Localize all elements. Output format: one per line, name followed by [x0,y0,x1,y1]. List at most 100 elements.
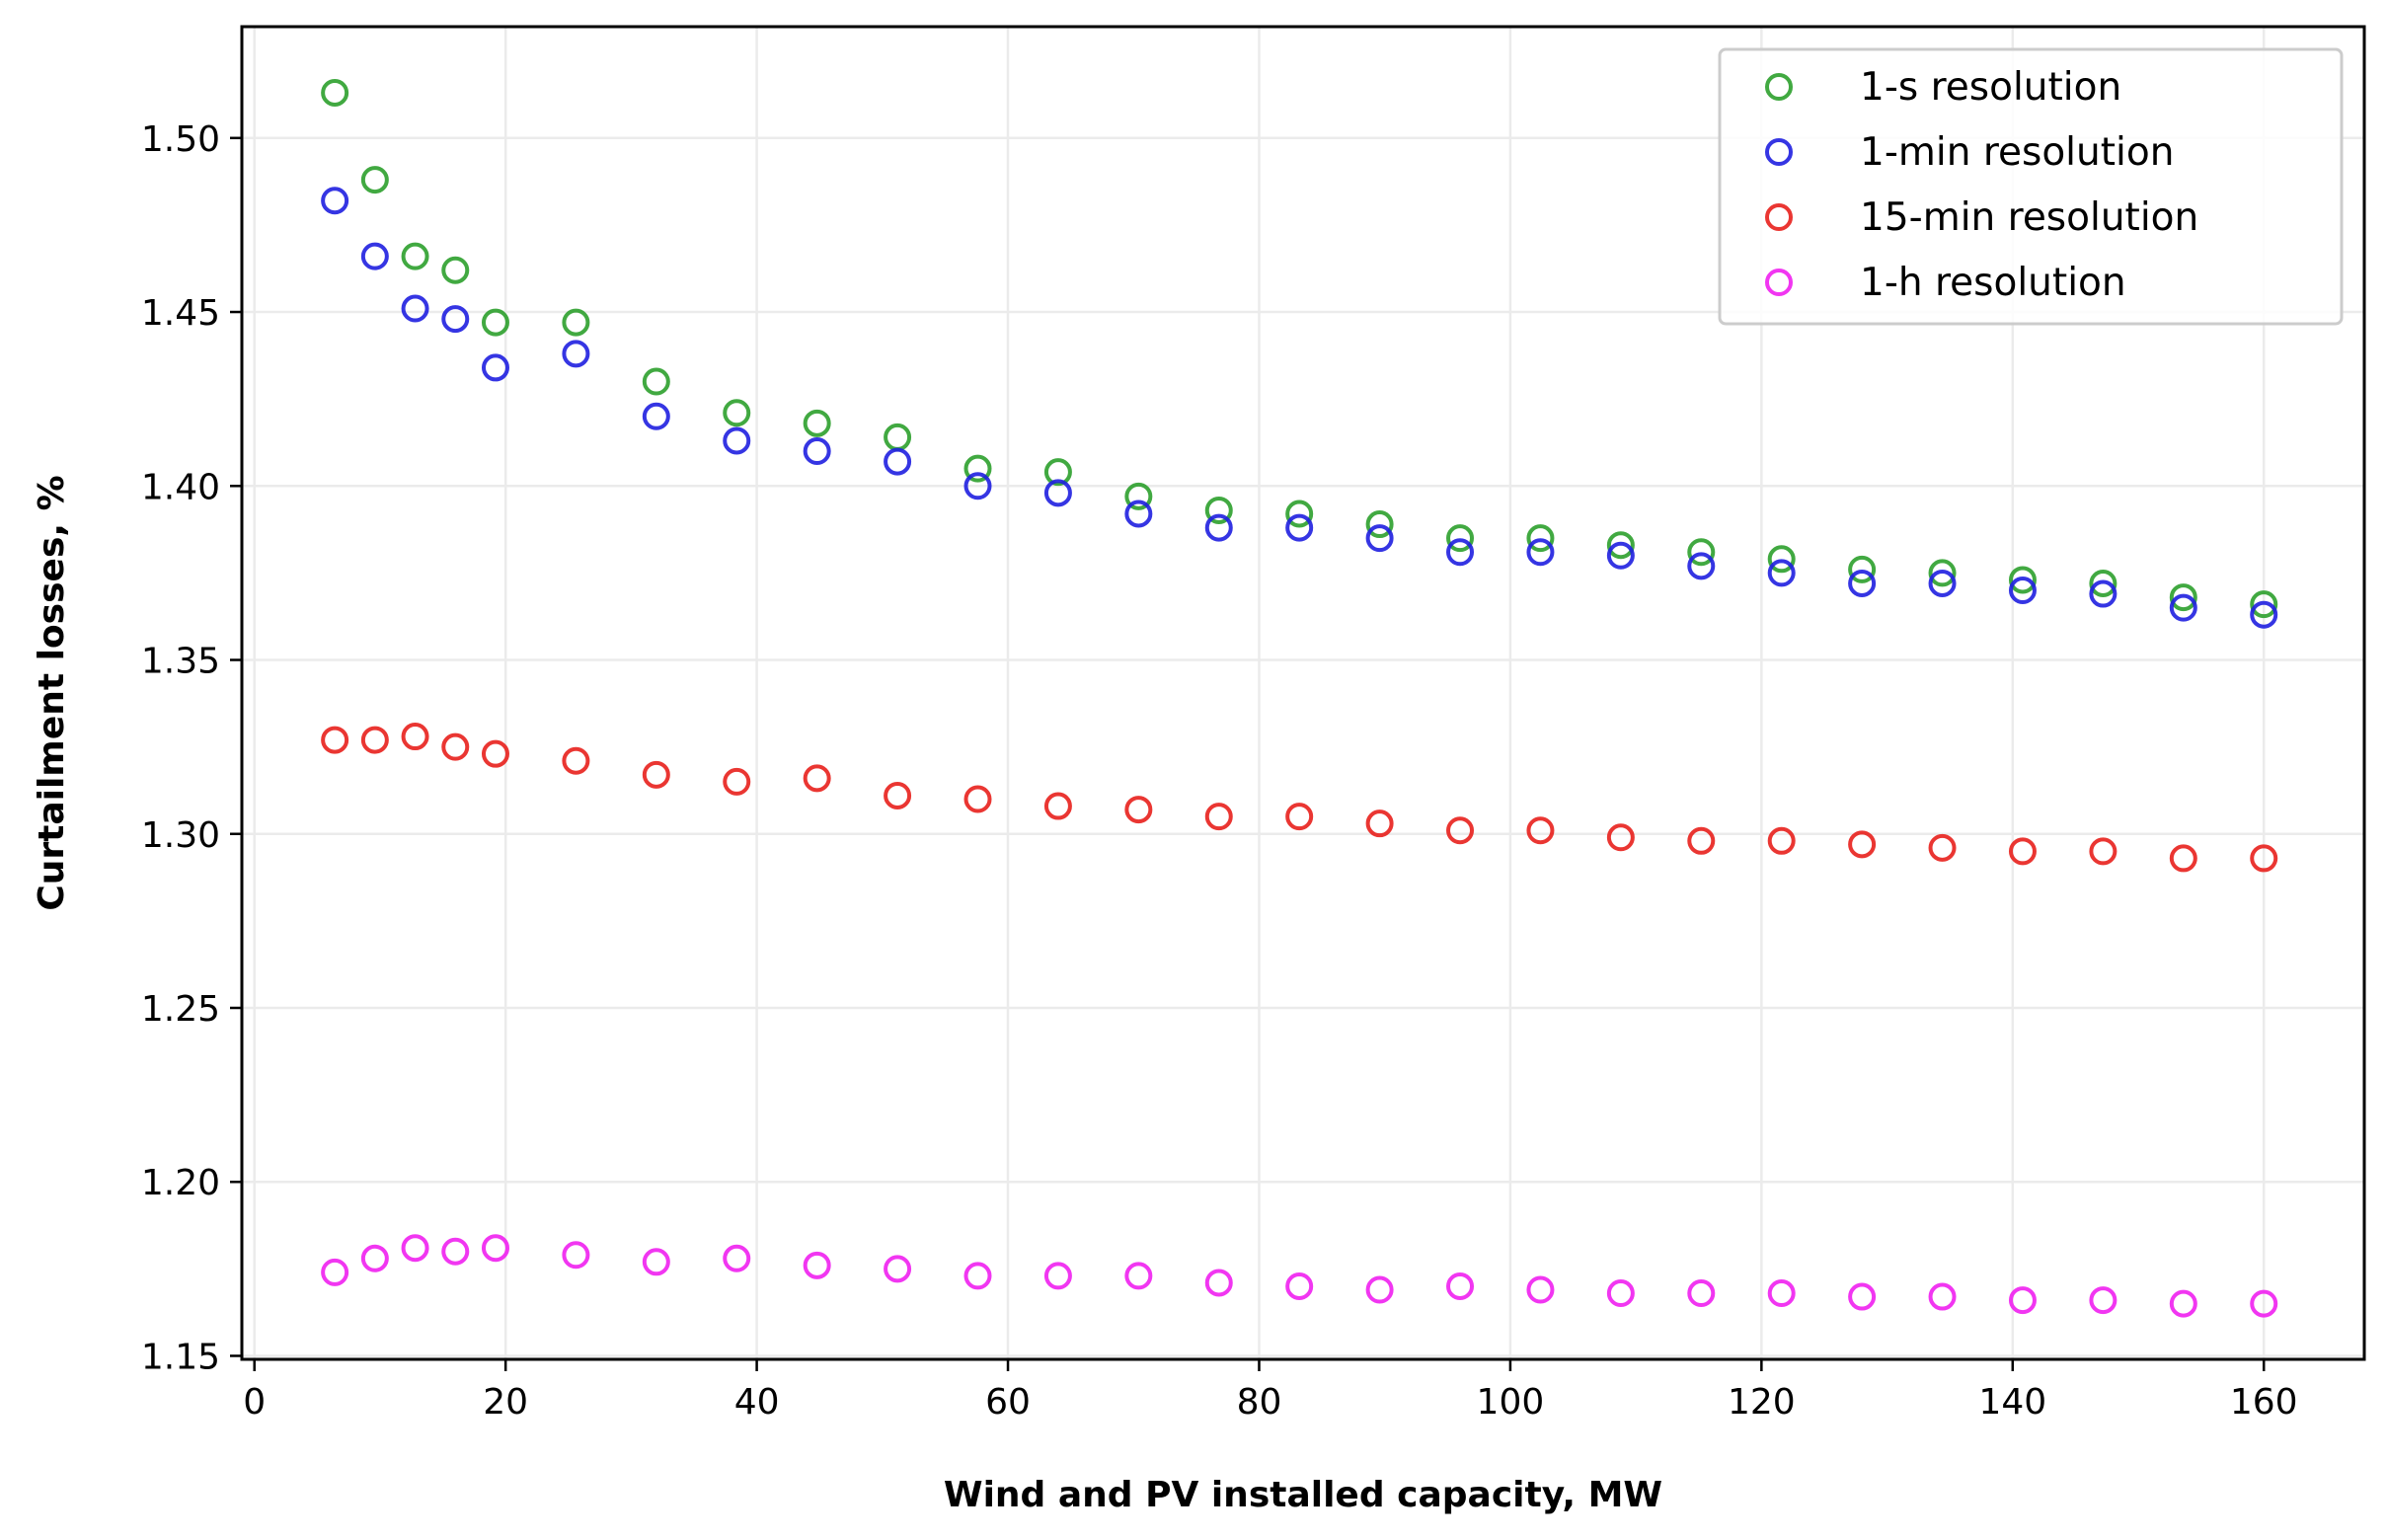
data-point [481,353,509,382]
data-point [1043,1262,1072,1290]
y-tick-label: 1.35 [141,642,220,682]
x-tick-label: 100 [1477,1382,1545,1423]
y-tick-label: 1.40 [141,467,220,507]
data-point [1526,524,1555,553]
data-point [1928,1282,1957,1311]
data-point [1204,1269,1233,1297]
x-tick-label: 20 [483,1382,528,1423]
data-point [1285,803,1314,831]
legend-label: 1-h resolution [1860,261,2126,305]
data-point [360,166,389,194]
data-point [2008,566,2037,594]
legend-marker [1765,138,1793,166]
data-point [1043,458,1072,487]
y-axis-ticks: 1.15 1.20 1.25 1.30 1.35 1.40 1.45 1.50 [141,119,242,1377]
data-point [2169,1289,2197,1318]
data-point [1446,538,1475,567]
data-point [1687,826,1716,855]
data-point [642,402,670,430]
series-1-s-resolution [321,78,2278,619]
x-tick-label: 80 [1237,1382,1282,1423]
data-point [1767,826,1796,855]
data-point [803,764,831,793]
series-1-h-resolution [321,1234,2278,1318]
data-point [963,472,992,500]
data-point [1606,531,1635,560]
data-point [2089,1286,2118,1315]
data-point [562,1241,590,1270]
data-point [441,1237,470,1266]
data-point [2250,1289,2278,1318]
data-point [1124,482,1153,510]
data-point [884,447,912,476]
data-point [1687,538,1716,567]
data-point [1204,803,1233,831]
data-point [321,726,349,754]
data-point [723,1244,751,1272]
data-point [1928,569,1957,597]
data-point [1526,1275,1555,1304]
series-1-min-resolution [321,187,2278,629]
data-point [562,308,590,337]
data-point [2008,837,2037,866]
data-point [2089,579,2118,608]
data-point [481,739,509,768]
data-point [1767,559,1796,587]
data-point [360,242,389,270]
data-point [1767,1279,1796,1308]
data-point [1365,510,1394,539]
series-15-min-resolution [321,723,2278,873]
data-point [884,781,912,809]
data-point [360,726,389,754]
y-tick-label: 1.45 [141,293,220,334]
data-point [441,256,470,284]
data-point [642,760,670,789]
x-tick-label: 0 [243,1382,266,1423]
data-point [1365,1275,1394,1304]
data-point [1043,479,1072,507]
data-point [2089,837,2118,866]
legend-label: 1-s resolution [1860,65,2121,110]
data-point [562,340,590,368]
data-point [723,767,751,796]
data-point [963,454,992,483]
data-point [1446,816,1475,845]
data-point [2089,569,2118,597]
y-tick-label: 1.50 [141,119,220,160]
data-point [1204,496,1233,524]
data-point [1124,1262,1153,1290]
legend-label: 15-min resolution [1860,195,2198,240]
x-tick-label: 40 [734,1382,780,1423]
data-point [1204,513,1233,542]
data-point [2169,583,2197,612]
data-point [803,437,831,466]
data-point [2169,593,2197,622]
x-tick-label: 60 [985,1382,1031,1423]
data-point [1446,524,1475,553]
data-point [884,423,912,451]
data-point [481,1234,509,1263]
data-point [2250,844,2278,873]
data-point [2250,590,2278,619]
data-points [321,78,2278,1318]
data-point [1848,1282,1877,1311]
data-point [1767,545,1796,574]
gridlines [242,27,2364,1359]
data-point [481,308,509,337]
data-point [2008,577,2037,605]
data-point [1285,513,1314,542]
data-point [562,746,590,775]
y-tick-label: 1.25 [141,989,220,1030]
plot-frame [240,25,2366,1361]
data-point [1285,1271,1314,1300]
x-tick-label: 140 [1978,1382,2046,1423]
data-point [963,1262,992,1290]
data-point [321,1258,349,1286]
data-point [1606,541,1635,570]
data-point [1687,552,1716,580]
data-point [1928,833,1957,862]
y-axis-title: Curtailment losses, % [32,475,72,910]
data-point [401,723,429,751]
data-point [441,732,470,761]
